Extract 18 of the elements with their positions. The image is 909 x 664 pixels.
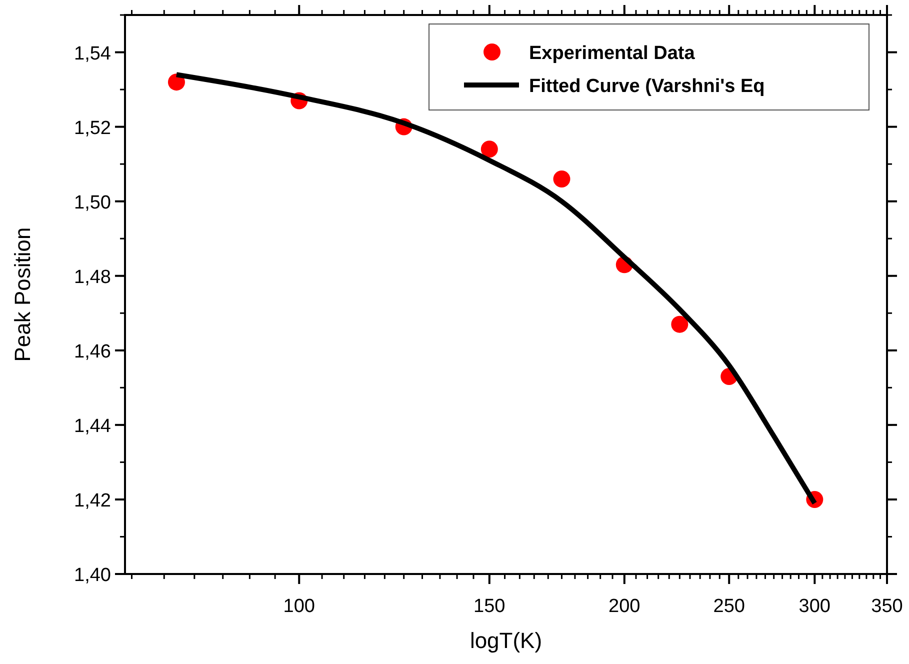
y-tick-label: 1,48 — [74, 266, 111, 288]
x-tick-label: 200 — [608, 596, 640, 617]
x-tick-label: 100 — [283, 596, 315, 617]
y-axis-title: Peak Position — [10, 227, 35, 362]
y-tick-label: 1,44 — [74, 416, 112, 437]
y-tick-label: 1,52 — [74, 118, 111, 139]
x-tick-label: 300 — [798, 596, 831, 617]
y-tick-label: 1,40 — [74, 565, 111, 586]
x-axis-title: logT(K) — [470, 628, 542, 653]
y-tick-label: 1,50 — [74, 192, 111, 214]
x-tick-label: 250 — [713, 596, 745, 617]
y-tick-label: 1,42 — [74, 490, 111, 512]
x-tick-label: 350 — [871, 596, 903, 617]
legend-label: Fitted Curve (Varshni's Eq — [529, 76, 765, 97]
y-tick-label: 1,54 — [74, 43, 112, 64]
legend-label: Experimental Data — [529, 43, 696, 64]
y-tick-label: 1,46 — [74, 341, 111, 362]
x-tick-label: 150 — [474, 596, 506, 617]
